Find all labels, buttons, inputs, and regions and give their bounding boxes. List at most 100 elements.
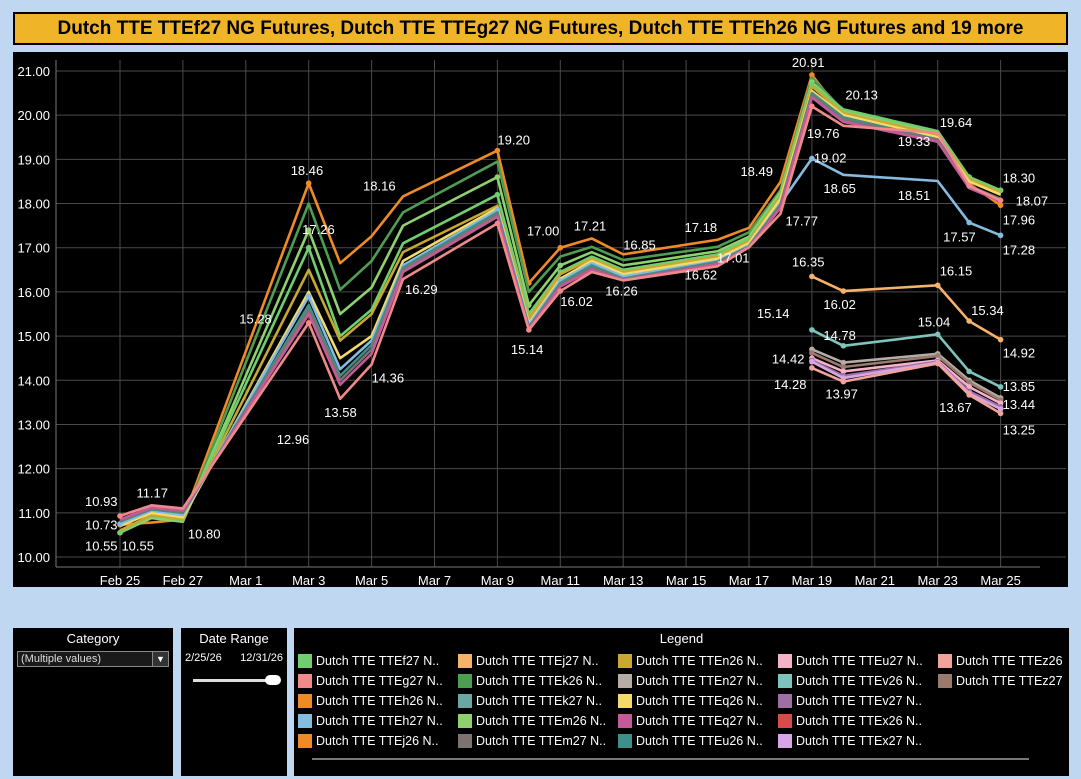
data-label: 13.44 — [1003, 397, 1036, 412]
legend-label: Dutch TTE TTEf27 N.. — [316, 654, 440, 668]
data-point — [840, 364, 847, 370]
legend-item[interactable]: Dutch TTE TTEq26 N.. — [618, 691, 778, 711]
date-range-panel: Date Range 2/25/26 12/31/26 — [181, 628, 287, 776]
legend-item[interactable] — [938, 691, 1081, 711]
series-line — [119, 93, 1002, 522]
legend-item[interactable]: Dutch TTE TTEz26 — [938, 651, 1081, 671]
legend-item[interactable]: Dutch TTE TTEf27 N.. — [298, 651, 458, 671]
legend-item[interactable]: Dutch TTE TTEh26 N.. — [298, 691, 458, 711]
series-line — [119, 157, 1002, 526]
category-filter-panel: Category (Multiple values) ▼ — [13, 628, 173, 776]
series-line — [119, 82, 1002, 534]
data-point — [934, 360, 941, 367]
legend-item[interactable] — [938, 711, 1081, 731]
data-label: 15.14 — [511, 342, 544, 357]
legend-swatch — [778, 674, 792, 688]
legend-label: Dutch TTE TTEk26 N.. — [476, 674, 602, 688]
legend-item[interactable]: Dutch TTE TTEj26 N.. — [298, 731, 458, 751]
category-value: (Multiple values) — [21, 653, 102, 665]
data-point — [997, 406, 1004, 412]
data-point — [997, 384, 1004, 390]
legend-label: Dutch TTE TTEm27 N.. — [476, 734, 607, 748]
x-tick-label: Mar 19 — [792, 573, 832, 588]
legend-swatch — [778, 654, 792, 668]
legend-item[interactable]: Dutch TTE TTEm26 N.. — [458, 711, 618, 731]
legend-swatch — [618, 674, 632, 688]
legend-item[interactable]: Dutch TTE TTEx27 N.. — [778, 731, 938, 751]
data-point — [809, 358, 815, 365]
legend-item[interactable]: Dutch TTE TTEu27 N.. — [778, 651, 938, 671]
data-label: 16.62 — [685, 268, 718, 283]
legend-item[interactable]: Dutch TTE TTEh27 N.. — [298, 711, 458, 731]
series-line — [119, 85, 1002, 532]
category-select[interactable]: (Multiple values) ▼ — [17, 651, 169, 667]
data-label: 14.36 — [372, 370, 405, 385]
data-label: 14.42 — [772, 352, 805, 367]
axes: 21.00 20.00 19.00 18.00 17.00 16.00 15.00 14.00… — [17, 60, 1040, 588]
slider-handle[interactable] — [265, 675, 281, 685]
legend-grid: Dutch TTE TTEf27 N.. Dutch TTE TTEj27 N..… — [294, 646, 1069, 751]
legend-swatch — [618, 694, 632, 708]
legend-item[interactable]: Dutch TTE TTEk27 N.. — [458, 691, 618, 711]
data-label: 17.28 — [1003, 242, 1036, 257]
data-point — [494, 207, 501, 213]
y-tick-label: 21.00 — [17, 64, 50, 79]
legend-item[interactable]: Dutch TTE TTEg27 N.. — [298, 671, 458, 691]
data-point — [809, 72, 815, 78]
data-label: 19.33 — [898, 134, 931, 149]
data-point — [117, 529, 123, 536]
legend-scrollbar[interactable] — [312, 758, 1029, 760]
data-point — [809, 273, 815, 280]
data-label: 13.58 — [324, 405, 357, 420]
data-point — [840, 359, 847, 366]
data-label: 16.29 — [405, 282, 438, 297]
legend-label: Dutch TTE TTEj27 N.. — [476, 654, 599, 668]
data-point — [966, 318, 972, 324]
legend-item[interactable]: Dutch TTE TTEz27 — [938, 671, 1081, 691]
data-point — [997, 232, 1004, 239]
data-label: 16.15 — [940, 263, 973, 278]
data-point — [840, 368, 847, 375]
data-point — [305, 293, 312, 300]
data-label: 10.73 — [85, 518, 118, 533]
legend-item[interactable] — [938, 731, 1081, 751]
legend-label: Dutch TTE TTEx26 N.. — [796, 714, 922, 728]
data-point — [305, 227, 312, 233]
legend-swatch — [618, 734, 632, 748]
legend-item[interactable]: Dutch TTE TTEv26 N.. — [778, 671, 938, 691]
data-label: 16.26 — [605, 283, 638, 298]
data-label: 18.65 — [823, 181, 856, 196]
legend-item[interactable]: Dutch TTE TTEn27 N.. — [618, 671, 778, 691]
data-point — [557, 288, 564, 294]
data-label: 17.26 — [302, 222, 335, 237]
legend-item[interactable]: Dutch TTE TTEn26 N.. — [618, 651, 778, 671]
legend-swatch — [778, 694, 792, 708]
data-label: 18.07 — [1016, 193, 1049, 208]
data-point — [934, 331, 941, 338]
date-range-slider[interactable] — [193, 674, 281, 686]
legend-item[interactable]: Dutch TTE TTEx26 N.. — [778, 711, 938, 731]
data-label: 19.64 — [940, 115, 973, 130]
series-line — [119, 96, 1002, 521]
x-tick-label: Mar 3 — [292, 573, 325, 588]
data-label: 15.34 — [971, 303, 1004, 318]
legend-label: Dutch TTE TTEg27 N.. — [316, 674, 443, 688]
data-label: 17.57 — [943, 230, 976, 245]
legend-item[interactable]: Dutch TTE TTEj27 N.. — [458, 651, 618, 671]
date-range-values: 2/25/26 12/31/26 — [181, 652, 287, 664]
data-label: 14.78 — [823, 328, 856, 343]
data-label: 14.92 — [1003, 346, 1036, 361]
legend-swatch — [618, 714, 632, 728]
legend-item[interactable]: Dutch TTE TTEq27 N.. — [618, 711, 778, 731]
data-label: 17.77 — [785, 214, 818, 229]
data-label: 19.76 — [807, 126, 840, 141]
legend-panel: Legend Dutch TTE TTEf27 N.. Dutch TTE TTE… — [294, 628, 1069, 776]
legend-item[interactable]: Dutch TTE TTEv27 N.. — [778, 691, 938, 711]
chevron-down-icon[interactable]: ▼ — [152, 652, 168, 666]
legend-item[interactable]: Dutch TTE TTEk26 N.. — [458, 671, 618, 691]
legend-item[interactable]: Dutch TTE TTEm27 N.. — [458, 731, 618, 751]
y-tick-label: 14.00 — [17, 373, 50, 388]
series-line — [119, 105, 1002, 518]
legend-item[interactable]: Dutch TTE TTEu26 N.. — [618, 731, 778, 751]
